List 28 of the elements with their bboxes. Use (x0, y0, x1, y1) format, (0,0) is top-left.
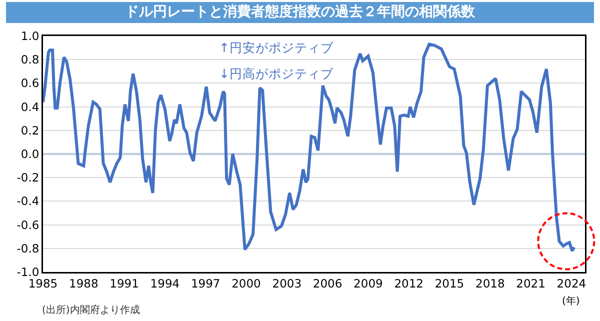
y-tick-label: -0.6 (16, 218, 40, 232)
y-tick-label: 0.8 (20, 52, 40, 67)
y-tick-label: 0.6 (20, 76, 40, 90)
x-tick-label: 2024 (556, 276, 586, 290)
x-tick-label: 2009 (354, 276, 383, 290)
annotation: ↓円高がポジティブ (219, 66, 334, 81)
y-tick-label: 0.4 (20, 100, 40, 114)
x-tick-label: 2021 (516, 276, 546, 290)
x-tick-label: 2003 (272, 276, 302, 290)
y-tick-label: -0.2 (16, 170, 40, 185)
x-tick-label: 1988 (69, 276, 98, 290)
x-tick-label: 2018 (476, 276, 505, 290)
x-tick-label: 1994 (150, 276, 180, 290)
text: (年) (562, 295, 580, 307)
x-tick-label: 1991 (110, 276, 139, 290)
x-tick-label: 2000 (232, 276, 261, 290)
x-tick-label: 1997 (190, 276, 220, 290)
chart-title: ドル円レートと消費者態度指数の過去２年間の相関係数 (6, 2, 594, 23)
y-tick-label: 0.2 (20, 123, 40, 138)
y-tick-label: 1.0 (20, 29, 40, 44)
y-tick-label: 0.0 (20, 147, 40, 162)
x-tick-label: 2012 (394, 276, 424, 290)
y-tick-label: -0.8 (16, 241, 40, 256)
y-tick-label: -0.4 (16, 194, 40, 208)
x-tick-label: 2006 (312, 276, 342, 290)
annotation: ↑円安がポジティブ (219, 40, 334, 55)
text: (出所)内閣府より作成 (42, 304, 140, 316)
x-tick-label: 2015 (434, 276, 464, 290)
